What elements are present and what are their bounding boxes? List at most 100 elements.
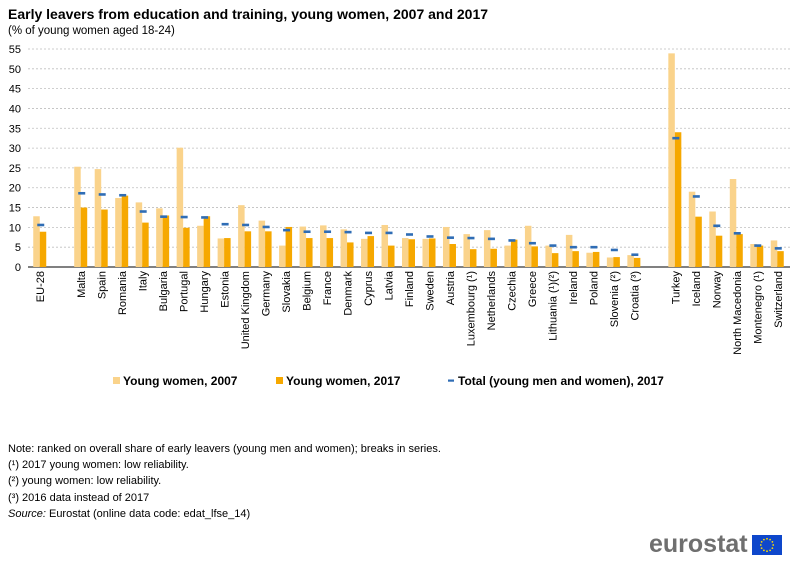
bar-women-2017 <box>142 222 149 267</box>
bar-women-2007 <box>402 238 409 267</box>
bar-women-2007 <box>33 216 40 267</box>
source-label: Source: <box>8 507 46 520</box>
x-tick-label: Montenegro (¹) <box>752 271 764 344</box>
marker-total-2017 <box>610 248 618 252</box>
x-tick-label: Bulgaria <box>158 270 170 311</box>
bar-women-2017 <box>388 245 395 267</box>
bar-women-2007 <box>627 255 634 267</box>
flag-star <box>760 540 763 543</box>
x-tick-label: Italy <box>138 271 150 292</box>
x-tick-label: Latvia <box>384 270 396 300</box>
bar-women-2017 <box>183 227 190 267</box>
marker-total-2017 <box>201 216 209 219</box>
marker-total-2017 <box>221 222 229 226</box>
x-tick-label: Croatia (³) <box>629 271 641 321</box>
marker-total-2017 <box>692 195 700 198</box>
flag-star <box>768 548 771 551</box>
x-tick-label: Ireland <box>568 271 580 305</box>
y-tick-label: 15 <box>9 203 21 215</box>
bar-women-2007 <box>504 245 511 267</box>
marker-total-2017 <box>549 244 557 247</box>
note-line: Note: ranked on overall share of early l… <box>8 443 441 455</box>
bar-women-2017 <box>162 215 170 267</box>
bar-women-2017 <box>715 235 723 267</box>
bar-women-2007 <box>238 205 245 267</box>
y-tick-label: 25 <box>9 163 21 175</box>
x-tick-label: Czechia <box>506 270 518 311</box>
marker-total-2017 <box>119 193 127 197</box>
bar-women-2017 <box>121 195 129 267</box>
marker-total-2017 <box>774 247 782 250</box>
bar-women-2007 <box>135 202 143 267</box>
bar-women-2017 <box>469 249 477 267</box>
marker-total-2017 <box>283 228 291 232</box>
bar-women-2017 <box>101 209 108 267</box>
legend: Young women, 2007 Young women, 2017 Total … <box>113 374 664 388</box>
marker-total-2017 <box>344 230 352 234</box>
marker-total-2017 <box>385 231 393 235</box>
x-tick-label: Slovakia <box>281 270 293 312</box>
bar-women-2007 <box>197 225 204 267</box>
bar-women-2007 <box>729 179 737 267</box>
x-tick-label: Austria <box>445 270 457 305</box>
bar-women-2017 <box>39 231 47 267</box>
x-tick-label: Netherlands <box>486 271 498 331</box>
bar-women-2017 <box>572 251 579 267</box>
bar-women-2017 <box>695 216 702 267</box>
eu-flag-icon <box>751 534 782 555</box>
bar-women-2017 <box>80 207 88 267</box>
marker-total-2017 <box>733 232 741 235</box>
y-tick-label: 45 <box>9 84 21 96</box>
marker-total-2017 <box>78 191 86 195</box>
bar-women-2017 <box>224 238 231 267</box>
bar-women-2007 <box>299 226 307 267</box>
bar-women-2007 <box>217 238 225 267</box>
x-tick-label: Poland <box>588 271 600 305</box>
bar-women-2017 <box>736 234 743 267</box>
y-tick-label: 40 <box>9 103 21 115</box>
legend-label: Young women, 2007 <box>123 374 238 388</box>
marker-total-2017 <box>406 233 413 236</box>
bar-women-2007 <box>524 225 532 267</box>
x-tick-label: Cyprus <box>363 271 375 306</box>
x-tick-label: Malta <box>76 270 88 298</box>
bar-chart: 0 5 10 15 20 25 30 35 40 45 50 55 EU-28 Malta Spain Ro… <box>9 44 790 388</box>
bar-women-2017 <box>633 257 641 267</box>
x-tick-label: Finland <box>404 271 416 307</box>
bar-women-2017 <box>551 253 559 267</box>
bar-women-2017 <box>674 132 682 267</box>
bar-women-2017 <box>428 238 436 267</box>
y-tick-label: 10 <box>9 222 21 234</box>
bar-women-2017 <box>203 216 211 267</box>
flag-star <box>765 537 768 540</box>
bar-women-2007 <box>361 238 368 267</box>
marker-total-2017 <box>467 236 475 240</box>
marker-total-2017 <box>262 225 270 229</box>
bar-women-2017 <box>510 239 518 267</box>
x-tick-label: Hungary <box>199 271 211 313</box>
bar-women-2007 <box>279 245 286 267</box>
legend-swatch <box>113 377 120 384</box>
marker-total-2017 <box>672 136 680 140</box>
bar-women-2007 <box>381 224 389 267</box>
marker-total-2017 <box>98 193 106 196</box>
legend-swatch <box>276 377 283 384</box>
bar-women-2017 <box>756 245 764 267</box>
note-line: (¹) 2017 young women: low reliability. <box>8 459 189 472</box>
x-tick-label: Slovenia (²) <box>609 271 621 327</box>
marker-total-2017 <box>365 231 373 235</box>
bar-women-2017 <box>408 239 415 267</box>
marker-total-2017 <box>713 224 721 228</box>
logo-text: eurostat <box>649 530 748 558</box>
bar-women-2017 <box>592 251 600 267</box>
x-tick-label: Spain <box>97 271 109 299</box>
y-tick-label: 55 <box>9 44 21 56</box>
bar-women-2007 <box>74 166 81 267</box>
chart-title: Early leavers from education and trainin… <box>8 6 489 22</box>
x-tick-label: North Macedonia <box>732 270 744 355</box>
flag-star <box>771 546 773 549</box>
marker-total-2017 <box>446 236 454 239</box>
flag-star <box>760 546 763 549</box>
x-tick-label: Romania <box>117 270 129 315</box>
bar-women-2017 <box>449 244 456 267</box>
